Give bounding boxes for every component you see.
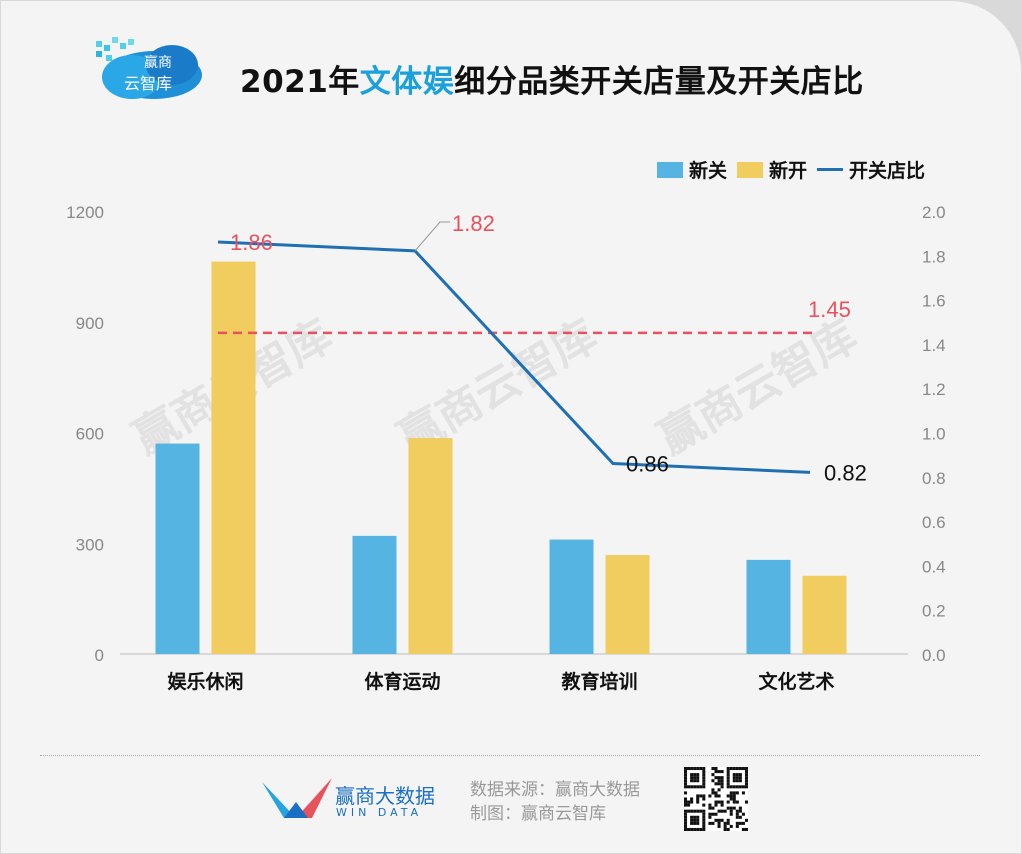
qr-code-icon[interactable]	[684, 767, 748, 831]
left-tick-label: 300	[76, 535, 104, 554]
page-title: 2021年文体娱细分品类开关店量及开关店比	[240, 64, 864, 100]
bar-closed	[746, 559, 791, 654]
brand-sub: WIN DATA	[336, 806, 423, 819]
legend-item-closed: 新关	[657, 156, 727, 183]
logo-icon: 赢商 云智库	[96, 37, 202, 99]
bar-opened	[408, 438, 453, 654]
bar-closed	[549, 539, 594, 654]
source-note: 数据来源：赢商大数据 制图：赢商云智库	[470, 778, 640, 826]
right-tick-label: 0.2	[922, 602, 946, 621]
ratio-label: 0.86	[626, 452, 669, 477]
made-by-text: 制图：赢商云智库	[470, 804, 606, 824]
ratio-label: 1.82	[452, 211, 495, 236]
watermark-2: 赢商云智库	[650, 310, 866, 464]
legend-item-opened: 新开	[737, 156, 807, 183]
ratio-label: 0.82	[824, 460, 867, 485]
brand-name: 赢商大数据	[335, 784, 435, 808]
ratio-label: 1.86	[230, 230, 273, 255]
bar-opened	[802, 575, 847, 654]
bar-opened	[605, 555, 650, 654]
right-tick-label: 1.2	[922, 380, 946, 399]
brand-logo-icon	[262, 778, 332, 818]
footer-divider	[40, 755, 980, 756]
left-tick-label: 1200	[66, 203, 104, 222]
source-text: 数据来源：赢商大数据	[470, 780, 640, 800]
right-tick-label: 0.4	[922, 557, 946, 576]
ratio-label-leader	[414, 221, 450, 252]
logo-text-1: 赢商	[144, 54, 172, 71]
category-label: 文化艺术	[758, 670, 834, 693]
left-tick-label: 600	[76, 425, 104, 444]
right-tick-label: 1.6	[922, 292, 946, 311]
right-tick-label: 1.0	[922, 425, 946, 444]
bar-opened	[211, 261, 256, 654]
right-tick-label: 2.0	[922, 203, 946, 222]
left-tick-label: 900	[76, 314, 104, 333]
right-tick-label: 0.8	[922, 469, 946, 488]
right-tick-label: 0.0	[922, 646, 946, 665]
right-tick-label: 1.4	[922, 336, 946, 355]
bar-closed	[352, 535, 397, 654]
legend-item-ratio: 开关店比	[817, 156, 925, 183]
category-label: 教育培训	[561, 670, 637, 693]
category-label: 体育运动	[364, 670, 440, 693]
logo-text-2: 云智库	[124, 74, 172, 93]
legend: 新关 新开 开关店比	[657, 156, 935, 183]
category-label: 娱乐休闲	[167, 670, 243, 693]
bar-closed	[155, 443, 200, 654]
right-tick-label: 0.6	[922, 513, 946, 532]
ratio-line	[217, 240, 811, 474]
right-tick-label: 1.8	[922, 247, 946, 266]
left-tick-label: 0	[95, 646, 104, 665]
average-reference-label: 1.45	[808, 297, 851, 322]
